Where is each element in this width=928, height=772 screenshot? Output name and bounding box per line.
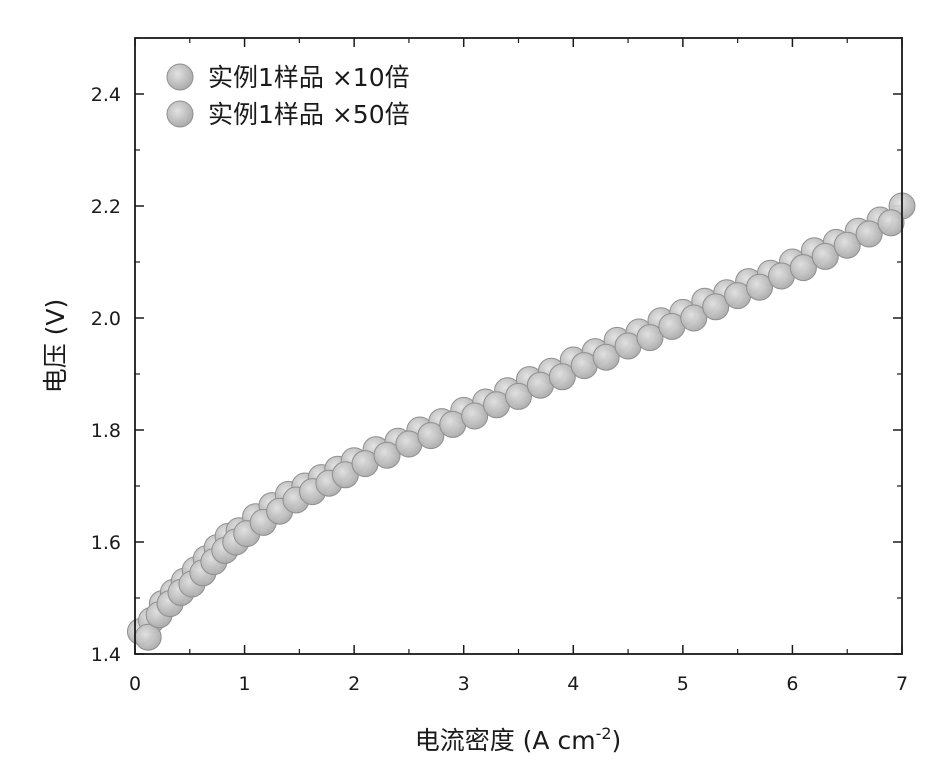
legend-marker-series-2	[167, 101, 193, 127]
x-tick-label: 0	[129, 673, 141, 695]
x-tick-label: 7	[896, 673, 908, 695]
y-axis-title: 电压 (V)	[41, 299, 70, 394]
plot-frame	[135, 38, 902, 654]
x-axis-title-main: 电流密度 (A cm	[415, 726, 596, 755]
x-axis-title-close: )	[612, 726, 622, 755]
x-tick-label: 1	[239, 673, 251, 695]
x-tick-label: 4	[567, 673, 579, 695]
y-tick-label: 1.4	[91, 644, 121, 666]
x-tick-label: 3	[458, 673, 470, 695]
x-tick-label: 5	[677, 673, 689, 695]
y-tick-label: 2.2	[91, 196, 121, 218]
data-point-series-2	[878, 210, 904, 236]
data-points	[127, 193, 915, 650]
axis-ticks	[135, 38, 902, 654]
x-tick-labels: 0 1 2 3 4 5 6 7	[129, 673, 908, 695]
legend-marker-series-1	[167, 64, 193, 90]
legend: 实例1样品 ×10倍 实例1样品 ×50倍	[167, 63, 410, 129]
x-axis-title-superscript: -2	[596, 724, 612, 743]
y-tick-label: 1.8	[91, 420, 121, 442]
x-axis-title: 电流密度 (A cm-2)	[415, 724, 622, 755]
legend-label-series-2: 实例1样品 ×50倍	[208, 100, 410, 129]
x-tick-label: 6	[786, 673, 798, 695]
y-tick-label: 2.0	[91, 308, 121, 330]
y-tick-label: 1.6	[91, 532, 121, 554]
legend-label-series-1: 实例1样品 ×10倍	[208, 63, 410, 92]
y-tick-labels: 1.4 1.6 1.8 2.0 2.2 2.4	[91, 84, 121, 666]
x-tick-label: 2	[348, 673, 360, 695]
y-tick-label: 2.4	[91, 84, 121, 106]
